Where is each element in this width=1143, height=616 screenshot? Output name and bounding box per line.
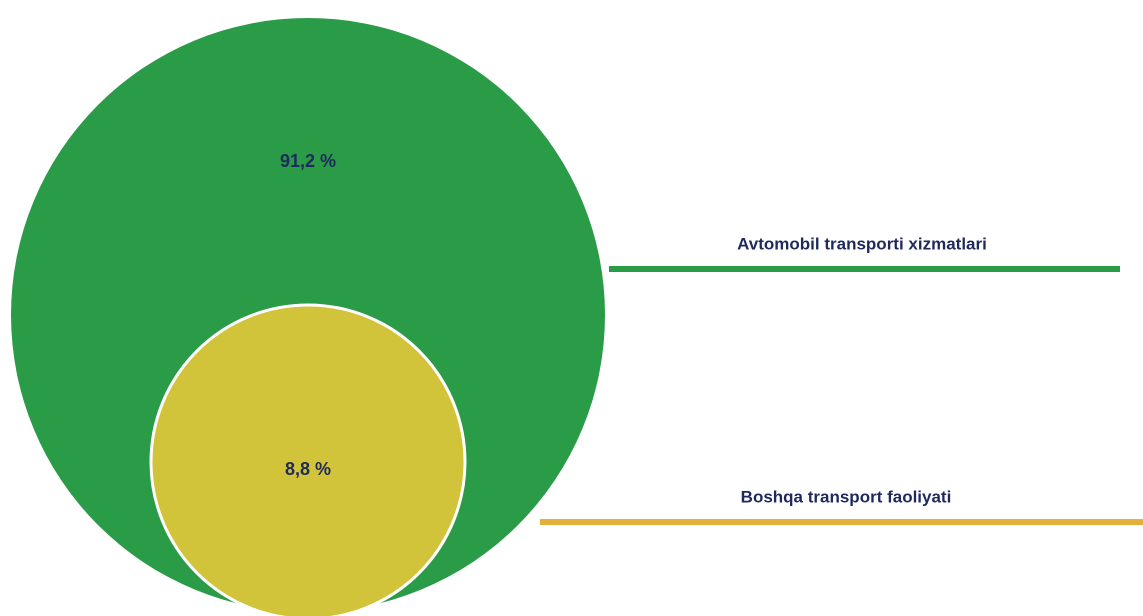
legend-label: Avtomobil transporti xizmatlari xyxy=(737,234,987,253)
circle xyxy=(149,303,467,616)
value-label: 8,8 % xyxy=(285,459,331,479)
legend-label: Boshqa transport faoliyati xyxy=(741,487,952,506)
value-label: 91,2 % xyxy=(280,151,336,171)
